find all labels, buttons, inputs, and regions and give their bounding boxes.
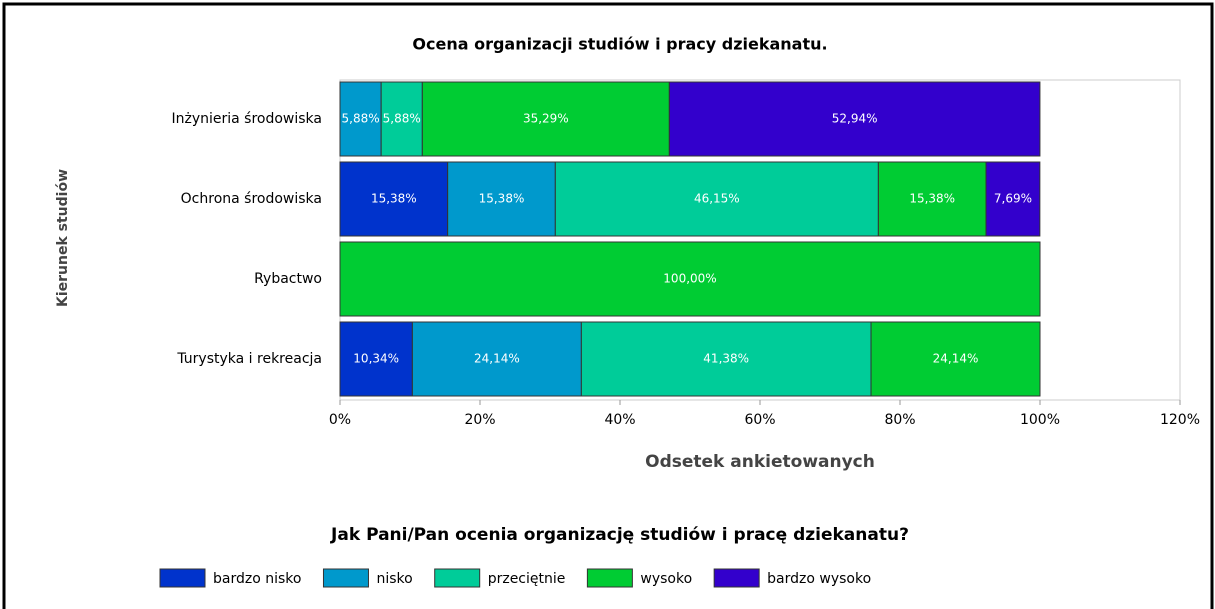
- value-label: 15,38%: [479, 192, 525, 206]
- bar-segment: [447, 161, 556, 237]
- value-label: 7,69%: [994, 192, 1032, 206]
- legend-swatch: [159, 568, 206, 588]
- x-tick-label: 80%: [884, 412, 915, 428]
- value-label: 24,14%: [933, 352, 979, 366]
- legend-label: wysoko: [640, 571, 692, 587]
- bar-segment: [877, 161, 987, 237]
- bar-segment: [870, 321, 1041, 397]
- value-label: 52,94%: [832, 112, 878, 126]
- x-tick-label: 20%: [464, 412, 495, 428]
- value-label: 15,38%: [909, 192, 955, 206]
- bar-segment: [339, 241, 1041, 317]
- value-label: 5,88%: [383, 112, 421, 126]
- legend-label: nisko: [376, 571, 412, 587]
- y-tick-label: Inżynieria środowiska: [171, 111, 322, 127]
- value-label: 46,15%: [694, 192, 740, 206]
- legend-swatch: [434, 568, 481, 588]
- bar-segment: [421, 81, 670, 157]
- legend-title: Jak Pani/Pan ocenia organizację studiów …: [330, 525, 909, 545]
- y-axis-title: Kierunek studiów: [55, 169, 71, 307]
- legend-swatch: [322, 568, 369, 588]
- bar-segment: [339, 81, 382, 157]
- x-tick-label: 40%: [604, 412, 635, 428]
- bar-segment: [339, 321, 413, 397]
- value-label: 24,14%: [474, 352, 520, 366]
- value-label: 10,34%: [353, 352, 399, 366]
- x-tick-label: 100%: [1020, 412, 1060, 428]
- value-label: 41,38%: [703, 352, 749, 366]
- legend-swatch: [713, 568, 760, 588]
- value-label: 35,29%: [523, 112, 569, 126]
- x-axis-title: Odsetek ankietowanych: [645, 452, 875, 472]
- legend-label: bardzo wysoko: [767, 571, 871, 587]
- chart-title: Ocena organizacji studiów i pracy dzieka…: [412, 35, 827, 54]
- x-tick-label: 60%: [744, 412, 775, 428]
- y-tick-label: Ochrona środowiska: [181, 191, 322, 207]
- bar-segment: [411, 321, 582, 397]
- x-tick-label: 0%: [329, 412, 351, 428]
- bar-segment: [985, 161, 1041, 237]
- value-label: 15,38%: [371, 192, 417, 206]
- bar-segment: [339, 161, 449, 237]
- y-tick-label: Turystyka i rekreacja: [176, 351, 322, 367]
- y-tick-label: Rybactwo: [254, 271, 322, 287]
- bar-segment: [668, 81, 1041, 157]
- legend-swatch: [586, 568, 633, 588]
- value-label: 100,00%: [663, 272, 716, 286]
- value-label: 5,88%: [342, 112, 380, 126]
- legend-label: bardzo nisko: [213, 571, 301, 587]
- x-tick-label: 120%: [1160, 412, 1200, 428]
- bar-segment: [580, 321, 872, 397]
- legend-label: przeciętnie: [488, 571, 566, 587]
